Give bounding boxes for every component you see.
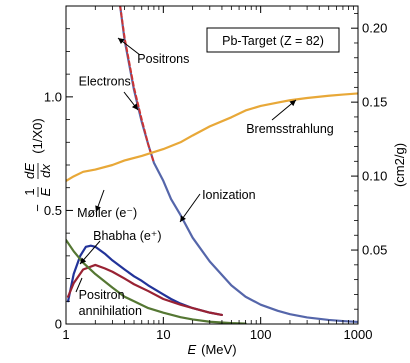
series-line-positrons [119,6,155,164]
annotation-arrowhead-positrons [118,38,125,45]
y-left-frac2-num: dE [22,163,37,179]
x-tick-label: 100 [250,327,272,342]
svg-text:E(MeV): E (MeV) [187,342,236,357]
y-left-unit: (1/X0) [30,118,45,153]
y-right-label: (cm2/g) [392,143,407,187]
annotation-positrons: Positrons [137,52,189,66]
series-line-bhabha [66,263,224,317]
annotation-arrowhead-ionization [180,215,186,222]
y-right-tick-label: 0.10 [362,169,387,184]
y-right-tick-label: 0.05 [362,243,387,258]
annotation-annihilation1: Positron [79,288,125,302]
x-axis-var: E [187,342,196,357]
annotation-annihilation2: annihilation [79,304,142,318]
legend-box-frame [206,27,340,53]
annotation-moller: Møller (e⁻) [77,206,137,220]
annotation-arrowhead-electrons [131,103,138,110]
y-left-tick-label: 0 [55,317,62,332]
y-left-tick-label: 1.0 [44,89,62,104]
annotation-bremsstrahlung: Bremsstrahlung [246,122,334,136]
annotation-electrons: Electrons [79,75,131,89]
y-right-tick-label: 0.15 [362,95,387,110]
annotation-bhabha: Bhabha (e⁺) [93,229,161,243]
ticks-layer: 1 10 100 1000 0 0.5 1.0 0.05 0.10 0.15 0.20 [44,6,387,342]
legend-box-label: Pb-Target (Z = 82) [222,34,324,48]
y-right-tick-label: 0.20 [362,21,387,36]
y-left-tick-label: 0.5 [44,203,62,218]
series-line-bremsstrahlung [66,92,358,182]
x-tick-label: 1 [62,327,69,342]
series-layer [66,6,358,324]
annotations-layer: Positrons Electrons Bremsstrahlung Ionizati… [75,37,334,318]
y-left-prefix: − [30,204,45,212]
x-axis-title: E (MeV) [187,342,236,357]
annotation-pointer-annihilation [75,277,83,293]
y-left-axis-title: − 1 E dE dx (1/X0) [22,118,53,212]
annotation-ionization: Ionization [202,188,256,202]
annotation-arrowhead-bremsstrahlung [289,100,296,107]
y-left-frac2-den: dx [38,164,53,178]
x-axis-unit: (MeV) [201,342,236,357]
legend-box: Pb-Target (Z = 82) [206,27,340,53]
annotation-arrowhead-bhabha [80,257,87,264]
annotation-arrowhead-moller [95,205,101,212]
y-left-frac-den: E [38,187,53,196]
x-tick-label: 1000 [344,327,373,342]
y-right-axis-title: (cm2/g) [392,143,407,187]
x-tick-label: 10 [156,327,170,342]
series-line-annihilation [66,238,247,324]
y-left-frac-num: 1 [22,188,37,195]
